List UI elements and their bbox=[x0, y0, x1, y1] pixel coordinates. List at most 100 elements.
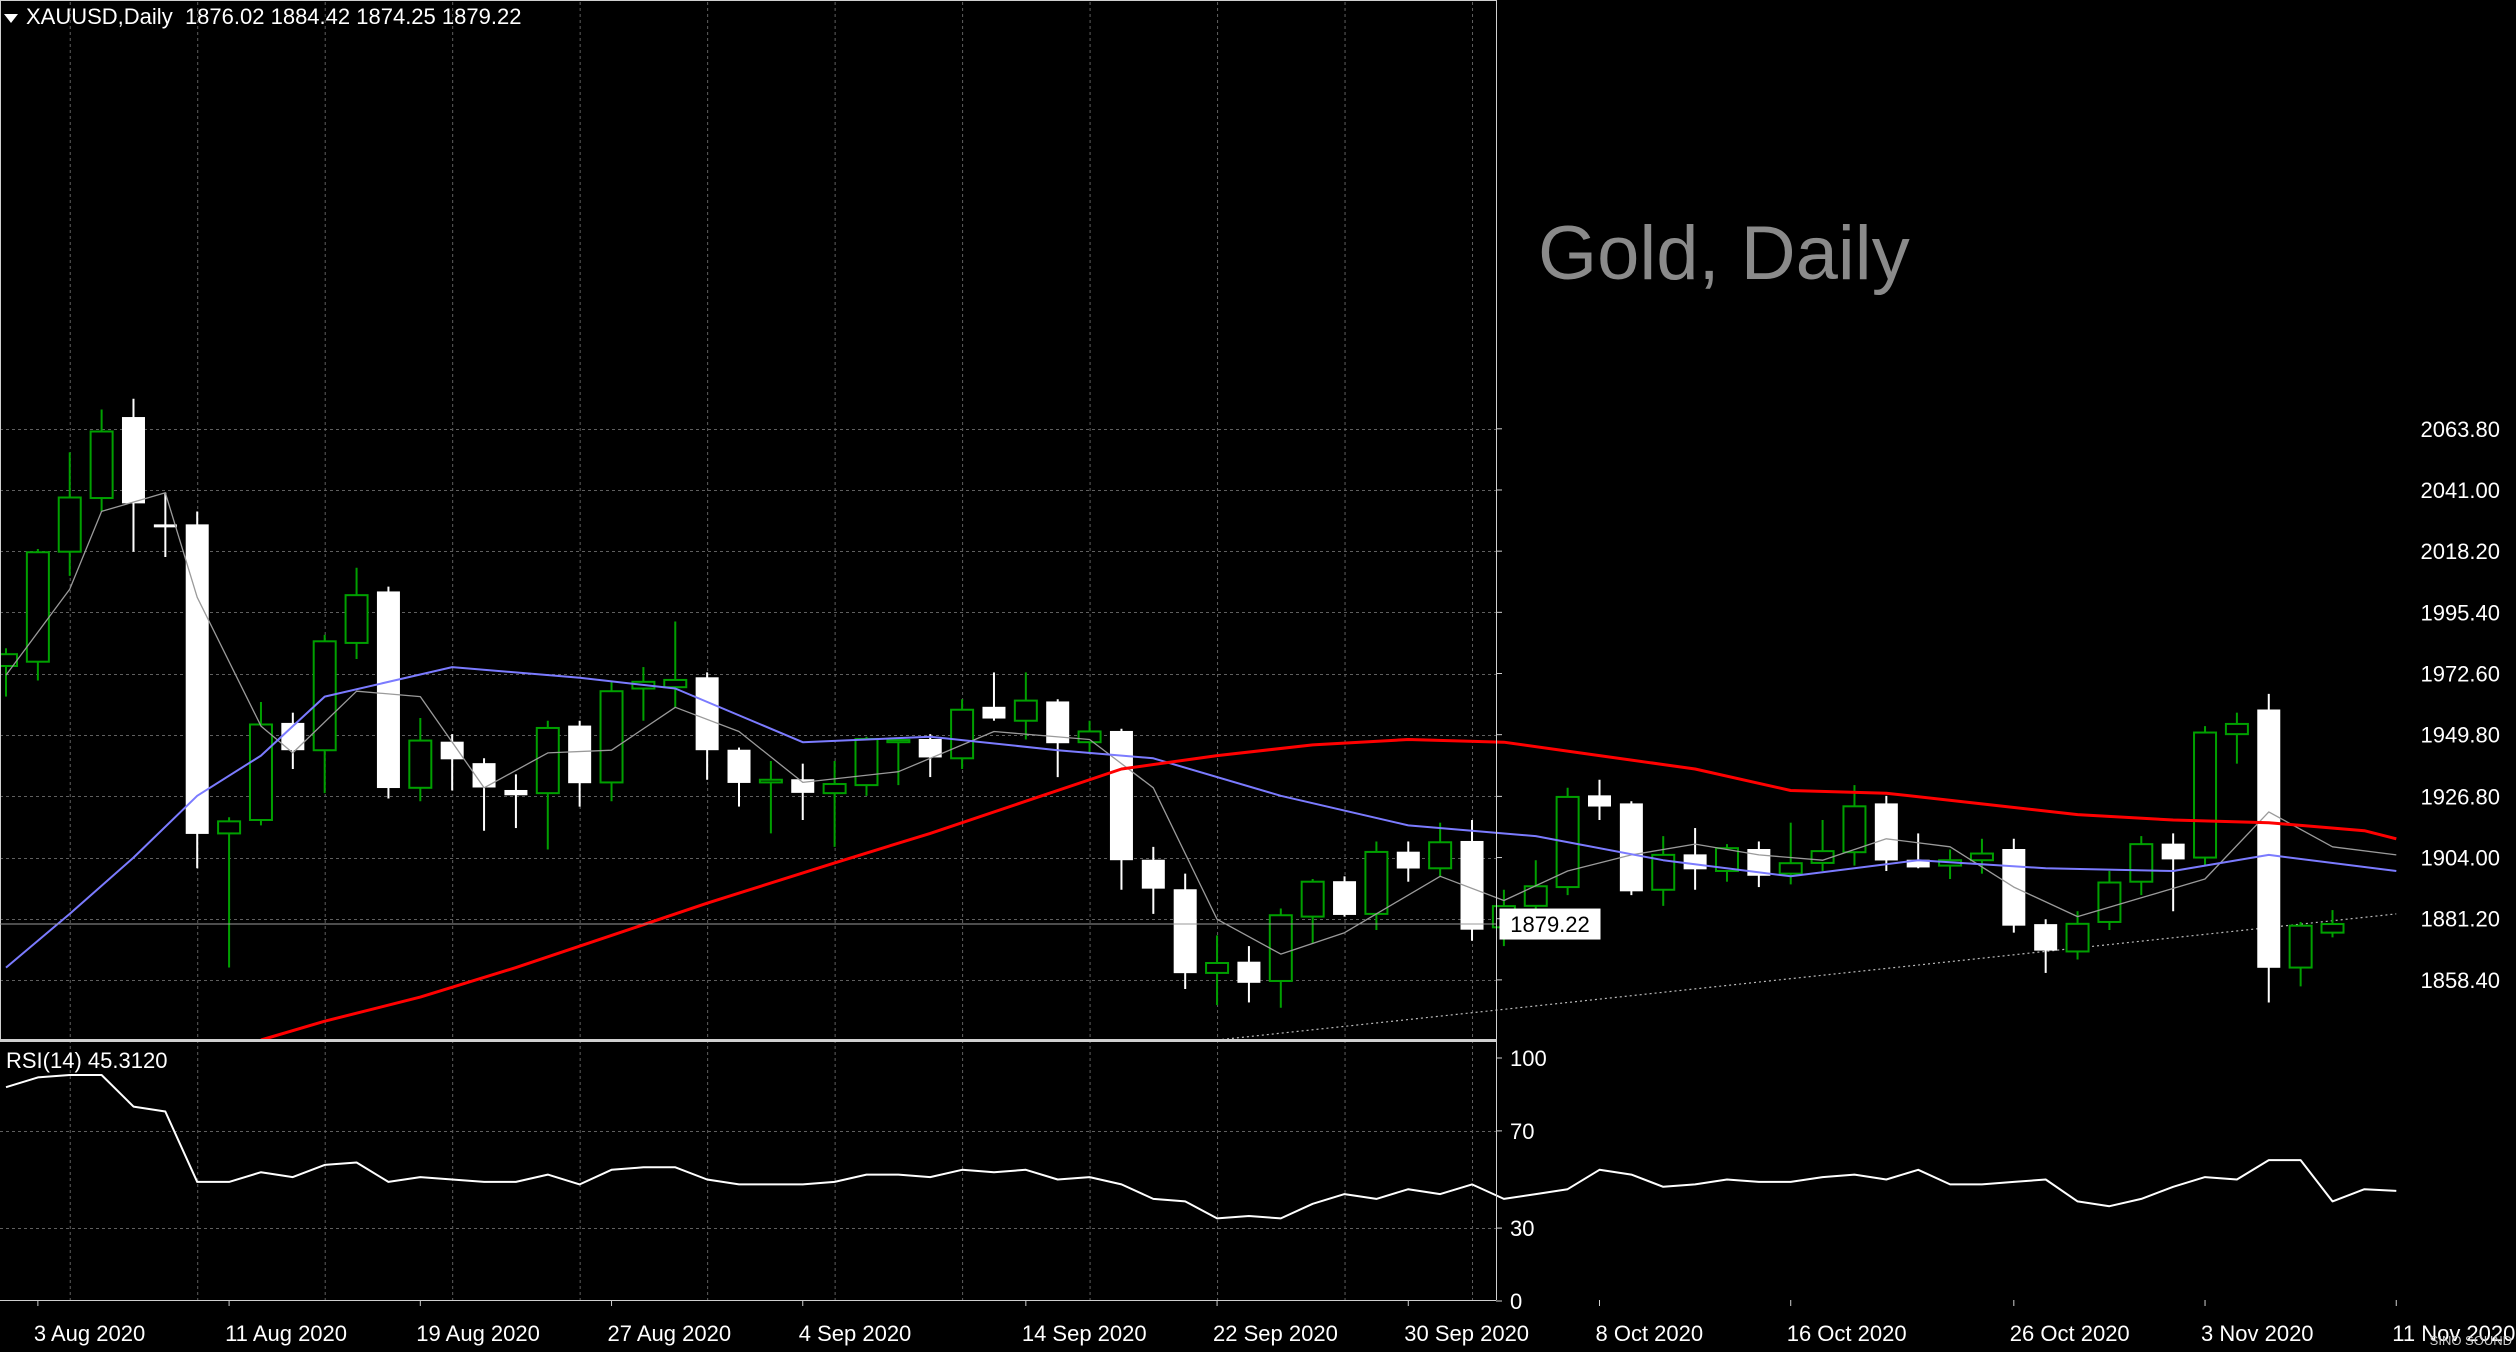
time-tick-label: 11 Nov 2020 bbox=[2392, 1321, 2515, 1346]
trendline bbox=[1216, 913, 2397, 1041]
candle-body bbox=[25, 551, 50, 663]
candle-body bbox=[1077, 730, 1102, 744]
candle-body bbox=[2065, 922, 2090, 953]
candle-body bbox=[568, 725, 592, 784]
time-tick-label: 3 Nov 2020 bbox=[2201, 1321, 2314, 1346]
price-tick-label: 2063.80 bbox=[2420, 417, 2500, 442]
candle-body bbox=[1651, 853, 1676, 891]
candle-body bbox=[1460, 840, 1484, 930]
time-tick-label: 3 Aug 2020 bbox=[34, 1321, 145, 1346]
candle-body bbox=[1842, 805, 1867, 854]
candle-body bbox=[504, 789, 528, 796]
rsi-tick-label: 100 bbox=[1510, 1046, 1547, 1071]
time-tick-label: 8 Oct 2020 bbox=[1596, 1321, 1704, 1346]
candle-body bbox=[2224, 722, 2249, 736]
high-value: 1884.42 bbox=[270, 4, 351, 29]
rsi-panel bbox=[5, 1074, 2397, 1220]
candle-body bbox=[376, 591, 400, 789]
candle-body bbox=[1237, 961, 1261, 983]
candle-body bbox=[89, 430, 114, 500]
logo: SINO SOUND bbox=[2429, 1333, 2512, 1348]
candle-body bbox=[695, 677, 719, 751]
candle-body bbox=[2097, 881, 2122, 923]
rsi-tick-label: 0 bbox=[1510, 1289, 1522, 1314]
time-tick-label: 22 Sep 2020 bbox=[1213, 1321, 1338, 1346]
rsi-line bbox=[5, 1074, 2397, 1220]
candle-body bbox=[344, 594, 369, 644]
candle-body bbox=[1268, 914, 1293, 982]
current-price-box bbox=[1499, 908, 1601, 940]
chart-header: XAUUSD,Daily 1876.02 1884.42 1874.25 187… bbox=[4, 4, 521, 30]
candle-body bbox=[2129, 843, 2154, 883]
candle-body bbox=[248, 723, 273, 821]
candle-body bbox=[121, 417, 145, 504]
candle-body bbox=[1046, 701, 1070, 744]
time-tick-label: 27 Aug 2020 bbox=[608, 1321, 732, 1346]
price-tick-label: 1995.40 bbox=[2420, 600, 2500, 625]
candle-body bbox=[57, 496, 82, 553]
time-tick-label: 11 Aug 2020 bbox=[225, 1321, 347, 1346]
candle-body bbox=[599, 690, 624, 784]
candle-body bbox=[1588, 795, 1611, 807]
candle-body bbox=[1428, 841, 1453, 870]
candle-body bbox=[2161, 843, 2185, 860]
candle-body bbox=[440, 741, 464, 760]
ma-red-line bbox=[260, 738, 2397, 1042]
candle-body bbox=[854, 737, 879, 787]
close-value: 1879.22 bbox=[441, 4, 522, 29]
open-value: 1876.02 bbox=[184, 4, 265, 29]
candle-body bbox=[1141, 859, 1165, 889]
price-tick-label: 1926.80 bbox=[2420, 784, 2500, 809]
candle-body bbox=[1173, 889, 1197, 974]
symbol-label: XAUUSD,Daily bbox=[26, 4, 173, 29]
trend-line bbox=[1216, 913, 2397, 1041]
price-tick-label: 1972.60 bbox=[2420, 662, 2500, 687]
price-tick-label: 1904.00 bbox=[2420, 846, 2500, 871]
candle-body bbox=[1364, 850, 1389, 915]
candle-body bbox=[2034, 924, 2058, 951]
price-tick-label: 1881.20 bbox=[2420, 907, 2500, 932]
low-value: 1874.25 bbox=[356, 4, 436, 29]
candle-body bbox=[1300, 880, 1325, 918]
candle-body bbox=[1714, 847, 1739, 872]
grid-lines bbox=[0, 2, 1496, 1300]
candle-body bbox=[1333, 881, 1357, 915]
watermark-title: Gold, Daily bbox=[1538, 211, 1910, 296]
candle-body bbox=[791, 779, 815, 793]
main-panel-border bbox=[0, 0, 1497, 1041]
candle-body bbox=[822, 783, 847, 795]
candle-body bbox=[2193, 731, 2218, 859]
candle-body bbox=[758, 778, 783, 784]
price-tick-label: 1858.40 bbox=[2420, 968, 2500, 993]
candle-body bbox=[1619, 803, 1643, 892]
price-tick-label: 2018.20 bbox=[2420, 539, 2500, 564]
candle-body bbox=[2257, 709, 2281, 968]
current-price-label: 1879.22 bbox=[1510, 912, 1590, 937]
time-tick-label: 16 Oct 2020 bbox=[1787, 1321, 1907, 1346]
candle-body bbox=[2320, 923, 2345, 934]
candle-body bbox=[185, 524, 209, 834]
candle-body bbox=[727, 749, 751, 783]
time-tick-label: 14 Sep 2020 bbox=[1022, 1321, 1147, 1346]
ma-blue-line bbox=[5, 666, 2397, 969]
candle-body bbox=[950, 708, 975, 760]
candle-body bbox=[217, 820, 242, 835]
candle-body bbox=[1109, 730, 1133, 861]
candle-body bbox=[918, 739, 942, 758]
candle-body bbox=[1874, 803, 1898, 861]
candle-body bbox=[1205, 961, 1230, 974]
candle-body bbox=[1778, 862, 1803, 875]
time-tick-label: 30 Sep 2020 bbox=[1404, 1321, 1529, 1346]
candles bbox=[0, 398, 2345, 1008]
candle-body bbox=[408, 739, 433, 789]
candle-body bbox=[982, 706, 1006, 719]
candle-body bbox=[1683, 854, 1707, 870]
candle-body bbox=[663, 678, 688, 689]
menu-triangle-icon[interactable] bbox=[4, 13, 18, 23]
moving-averages bbox=[5, 492, 2397, 1042]
price-tick-label: 1949.80 bbox=[2420, 723, 2500, 748]
candle-body bbox=[1396, 851, 1420, 869]
time-tick-label: 4 Sep 2020 bbox=[799, 1321, 912, 1346]
